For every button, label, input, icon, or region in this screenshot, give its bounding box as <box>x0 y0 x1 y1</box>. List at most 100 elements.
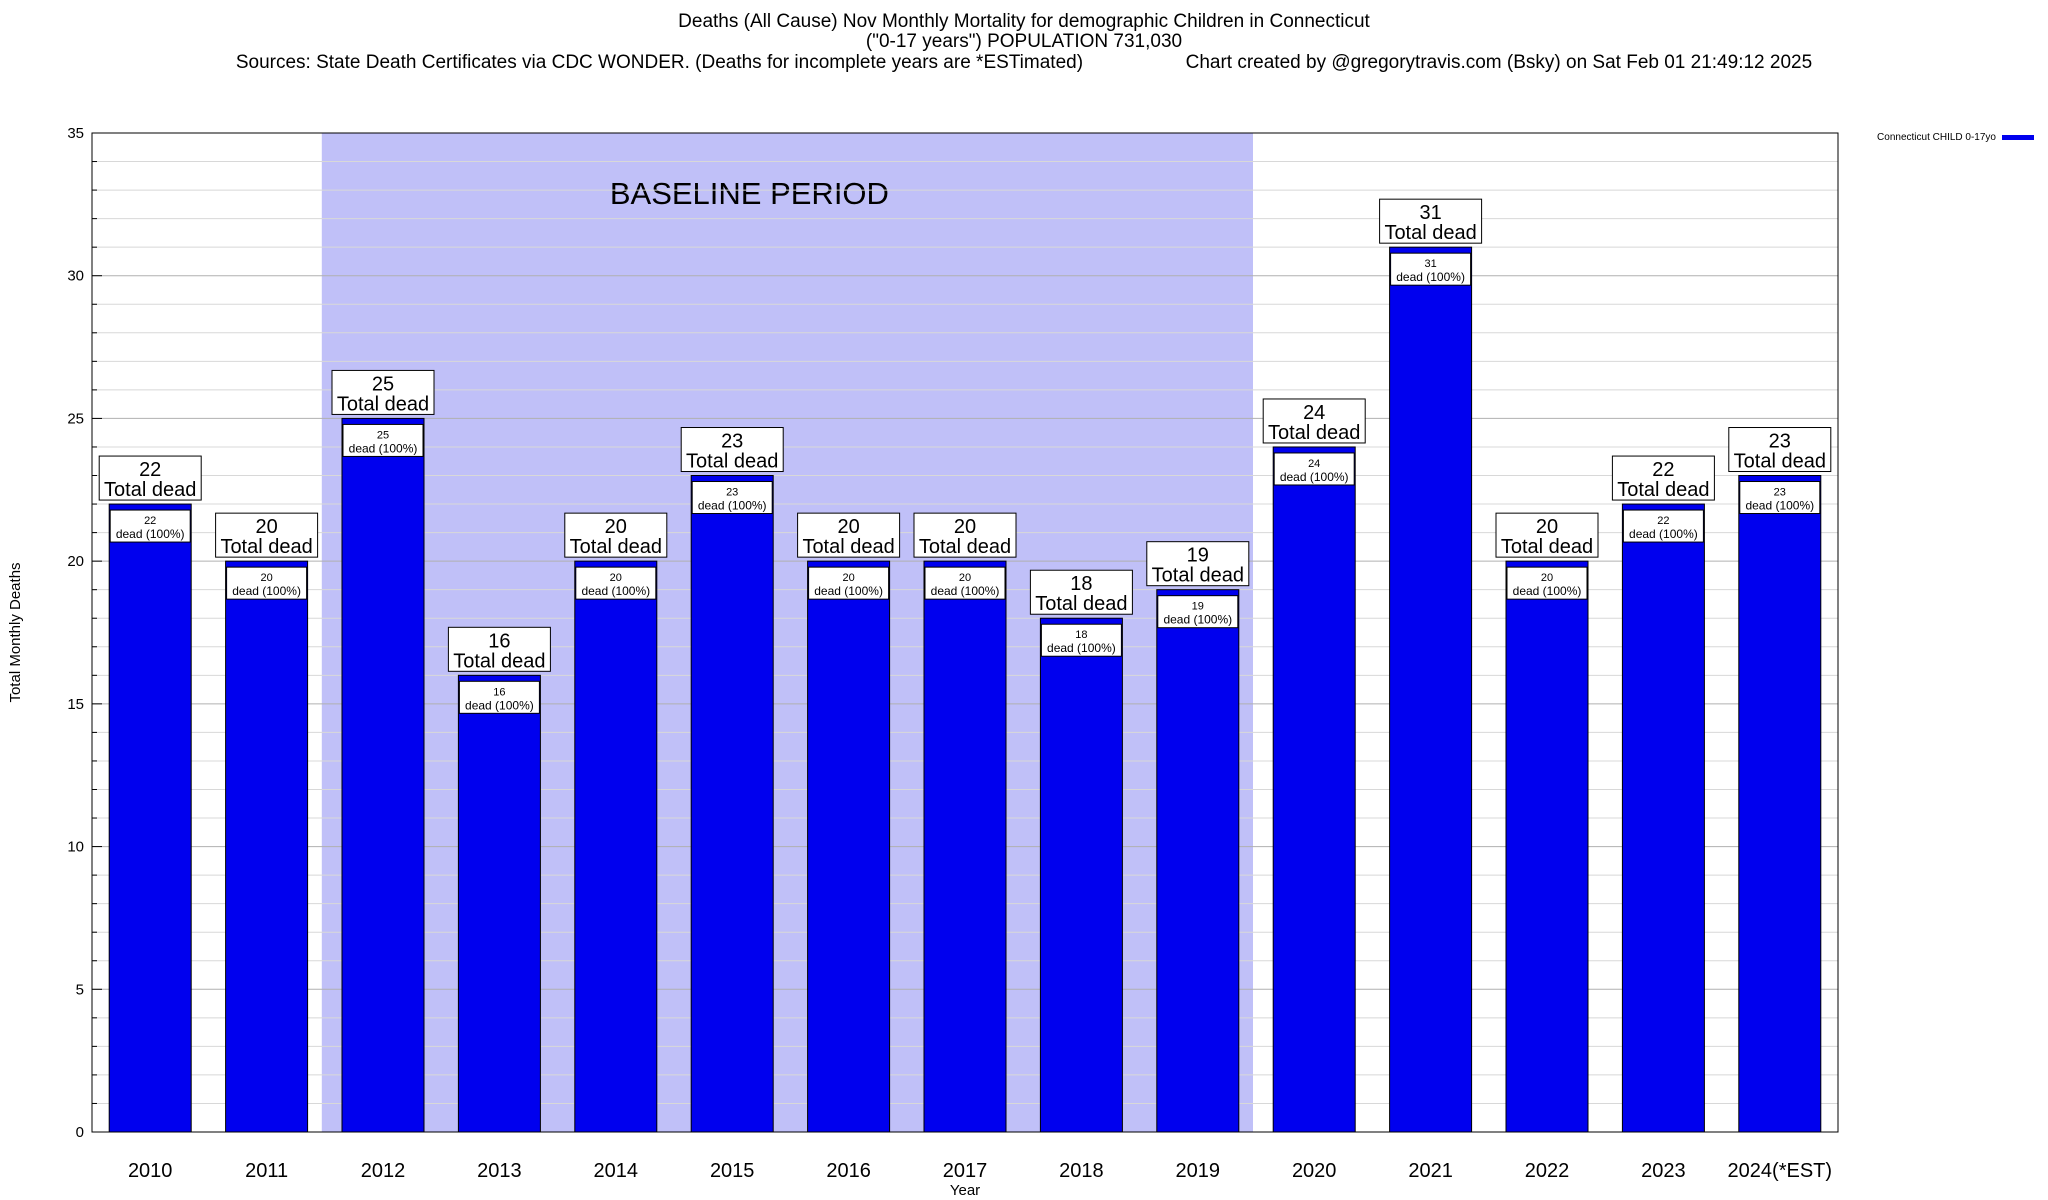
y-tick-label: 30 <box>67 268 84 285</box>
bar-inner-value: 22 <box>1657 515 1669 527</box>
bar-inner-value: 22 <box>144 515 156 527</box>
bar-top-label-box <box>447 626 551 672</box>
bar-inner-label: dead (100%) <box>1396 270 1465 284</box>
bar-top-value: 25 <box>372 373 394 395</box>
legend-label: Connecticut CHILD 0-17yo <box>1877 132 1996 143</box>
bar-inner-label-box <box>1273 452 1355 486</box>
bar-top-label: Total dead <box>337 393 429 415</box>
bar-inner-label-box <box>1040 623 1122 657</box>
bar-inner-label-box <box>924 566 1006 600</box>
bar-inner-label-box <box>1390 252 1472 286</box>
bar-inner-label: dead (100%) <box>931 584 1000 598</box>
baseline-label: BASELINE PERIOD <box>610 176 889 211</box>
chart-credit: Chart created by @gregorytravis.com (Bsk… <box>1185 52 1813 73</box>
bar-top-value: 24 <box>1303 402 1325 424</box>
bar-top-value: 20 <box>954 516 976 538</box>
y-tick-label: 15 <box>67 696 84 713</box>
bar <box>341 417 425 1133</box>
chart-sources-line: Sources: State Death Certificates via CD… <box>0 52 2048 74</box>
x-axis-label: Year <box>950 1182 980 1199</box>
bar-top-label-box <box>1146 541 1250 587</box>
bar-inner-label: dead (100%) <box>1047 641 1116 655</box>
x-tick-label: 2011 <box>245 1160 288 1182</box>
bar-inner-value: 16 <box>493 686 505 698</box>
bar-top-label-box <box>1029 569 1133 615</box>
bar <box>108 503 192 1133</box>
bar-top-value: 18 <box>1070 573 1092 595</box>
x-tick-label: 2022 <box>1525 1160 1570 1182</box>
bar-inner-label: dead (100%) <box>232 584 301 598</box>
bar-top-label: Total dead <box>1268 422 1360 444</box>
bar-top-label: Total dead <box>1152 565 1244 587</box>
bar-inner-value: 20 <box>842 572 854 584</box>
y-tick-label: 5 <box>76 981 84 998</box>
x-tick-label: 2012 <box>361 1160 406 1182</box>
bar-inner-label-box <box>458 680 540 714</box>
bar-top-label-box <box>331 369 435 415</box>
bar-top-value: 22 <box>1652 459 1674 481</box>
bar-inner-label: dead (100%) <box>1280 470 1349 484</box>
y-axis-label: Total Monthly Deaths <box>7 562 24 702</box>
bar <box>1738 475 1822 1133</box>
bar-inner-label: dead (100%) <box>116 527 185 541</box>
bar <box>574 560 658 1133</box>
y-tick-label: 10 <box>67 839 84 856</box>
bar-inner-label: dead (100%) <box>1163 613 1232 627</box>
bar <box>1039 617 1123 1133</box>
bar-inner-value: 23 <box>726 487 738 499</box>
bar-top-value: 20 <box>255 516 277 538</box>
bar <box>1505 560 1589 1133</box>
x-tick-label: 2017 <box>943 1160 988 1182</box>
bar-inner-label: dead (100%) <box>349 441 418 455</box>
chart-header: Deaths (All Cause) Nov Monthly Mortality… <box>0 12 2048 74</box>
bar-inner-value: 31 <box>1424 258 1436 270</box>
bar-top-label-box <box>1495 512 1599 558</box>
bar-inner-value: 18 <box>1075 629 1087 641</box>
bar <box>457 674 541 1133</box>
bar-top-value: 19 <box>1187 545 1209 567</box>
chart-title: Deaths (All Cause) Nov Monthly Mortality… <box>678 11 1370 32</box>
bar-top-value: 31 <box>1419 202 1441 224</box>
y-tick-label: 0 <box>76 1124 84 1141</box>
bar-top-label: Total dead <box>1734 451 1826 473</box>
bar <box>807 560 891 1133</box>
x-tick-label: 2015 <box>710 1160 755 1182</box>
x-tick-label: 2010 <box>128 1160 173 1182</box>
bar <box>225 560 309 1133</box>
bar-top-value: 22 <box>139 459 161 481</box>
bar-top-label-box <box>797 512 901 558</box>
bar <box>690 475 774 1133</box>
x-tick-label: 2020 <box>1292 1160 1337 1182</box>
bar-top-label: Total dead <box>104 479 196 501</box>
bar <box>1621 503 1705 1133</box>
bar-inner-label-box <box>226 566 308 600</box>
bar-inner-label: dead (100%) <box>1745 499 1814 513</box>
bar-inner-label-box <box>691 481 773 515</box>
bar-inner-value: 20 <box>959 572 971 584</box>
bar-top-label-box <box>913 512 1017 558</box>
bar-inner-value: 20 <box>1541 572 1553 584</box>
bar-top-label-box <box>98 455 202 501</box>
bar-inner-label-box <box>808 566 890 600</box>
y-tick-label: 35 <box>67 125 84 142</box>
bar <box>923 560 1007 1133</box>
bar-inner-label-box <box>1622 509 1704 543</box>
bar-inner-value: 23 <box>1774 487 1786 499</box>
bar-top-label-box <box>1728 427 1832 473</box>
bar-inner-value: 20 <box>260 572 272 584</box>
bar-top-label: Total dead <box>686 451 778 473</box>
bar-inner-label: dead (100%) <box>814 584 883 598</box>
bar-top-label-box <box>1379 198 1483 244</box>
bar-top-label: Total dead <box>919 536 1011 558</box>
chart-subtitle: ("0-17 years") POPULATION 731,030 <box>865 31 1183 52</box>
bar-inner-label-box <box>109 509 191 543</box>
bar-inner-label: dead (100%) <box>1513 584 1582 598</box>
bar-inner-value: 24 <box>1308 458 1320 470</box>
chart-sources: Sources: State Death Certificates via CD… <box>235 52 1084 73</box>
bar-top-label: Total dead <box>1384 222 1476 244</box>
y-tick-label: 20 <box>67 553 84 570</box>
x-tick-label: 2018 <box>1059 1160 1104 1182</box>
bar-inner-label-box <box>1506 566 1588 600</box>
bar-top-label: Total dead <box>802 536 894 558</box>
